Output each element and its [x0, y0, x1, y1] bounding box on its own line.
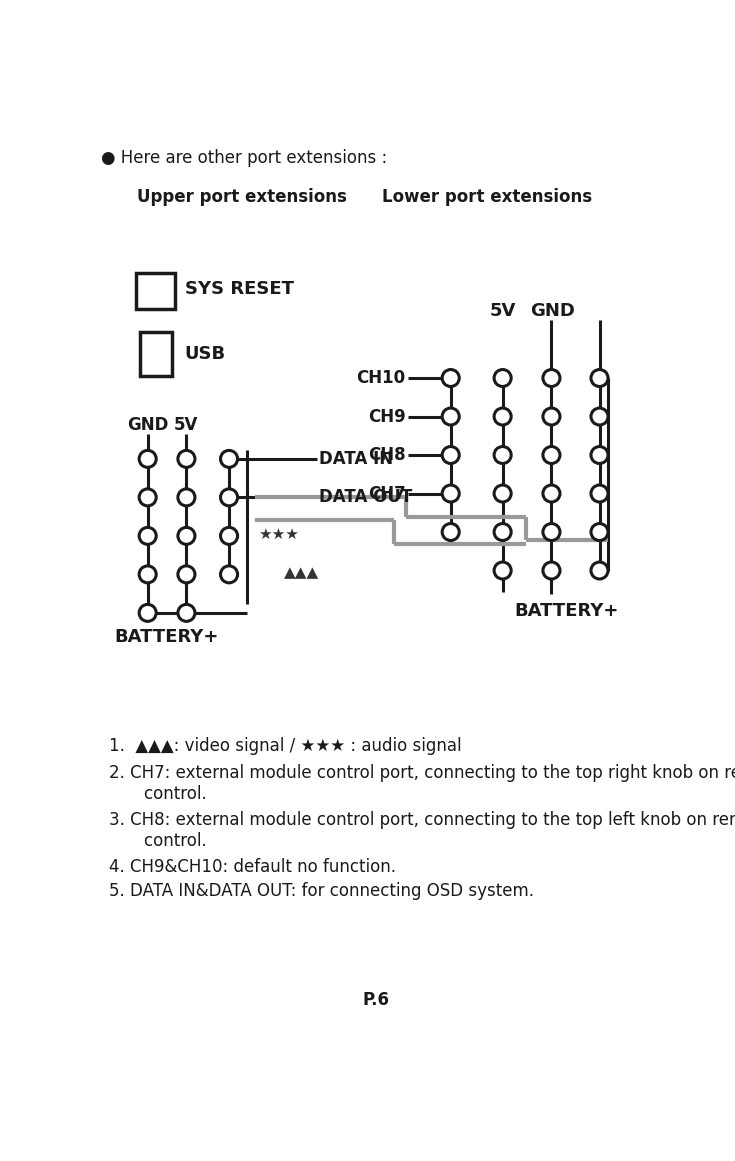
Circle shape [494, 408, 511, 425]
Circle shape [442, 369, 459, 387]
Text: GND: GND [531, 302, 576, 319]
Circle shape [220, 565, 237, 583]
Circle shape [494, 447, 511, 463]
Circle shape [543, 562, 560, 579]
Circle shape [543, 447, 560, 463]
Bar [136, 273, 175, 310]
Circle shape [178, 450, 195, 468]
Text: 1.  ▲▲▲: video signal / ★★★ : audio signal: 1. ▲▲▲: video signal / ★★★ : audio signa… [109, 737, 462, 755]
Circle shape [494, 485, 511, 502]
Circle shape [543, 369, 560, 387]
Text: 5V: 5V [490, 302, 516, 319]
Circle shape [220, 527, 237, 545]
Text: CH10: CH10 [356, 369, 406, 387]
Text: BATTERY+: BATTERY+ [115, 627, 219, 646]
Circle shape [442, 447, 459, 463]
Circle shape [139, 450, 157, 468]
Text: ★★★: ★★★ [259, 527, 299, 542]
Circle shape [543, 408, 560, 425]
Text: BATTERY+: BATTERY+ [514, 603, 619, 620]
Text: 5. DATA IN&DATA OUT: for connecting OSD system.: 5. DATA IN&DATA OUT: for connecting OSD … [109, 881, 534, 900]
Circle shape [139, 565, 157, 583]
Text: SYS RESET: SYS RESET [185, 280, 294, 297]
Text: CH9: CH9 [368, 408, 406, 426]
Circle shape [494, 524, 511, 541]
Text: ● Here are other port extensions :: ● Here are other port extensions : [101, 150, 387, 167]
Circle shape [494, 369, 511, 387]
Circle shape [139, 489, 157, 506]
Text: Upper port extensions: Upper port extensions [137, 188, 347, 205]
Circle shape [494, 562, 511, 579]
Circle shape [178, 527, 195, 545]
Circle shape [591, 408, 608, 425]
Text: DATA IN: DATA IN [319, 449, 393, 468]
Circle shape [591, 562, 608, 579]
Text: P.6: P.6 [363, 990, 390, 1009]
Circle shape [591, 369, 608, 387]
Circle shape [543, 485, 560, 502]
Circle shape [442, 485, 459, 502]
Text: control.: control. [123, 785, 207, 803]
Text: 5V: 5V [174, 417, 198, 434]
Circle shape [220, 489, 237, 506]
Text: control.: control. [123, 832, 207, 850]
Circle shape [139, 605, 157, 621]
Text: ▲▲▲: ▲▲▲ [284, 565, 319, 580]
Circle shape [220, 450, 237, 468]
Circle shape [178, 605, 195, 621]
Circle shape [178, 489, 195, 506]
Text: 3. CH8: external module control port, connecting to the top left knob on remote: 3. CH8: external module control port, co… [109, 810, 735, 829]
Circle shape [543, 524, 560, 541]
Circle shape [442, 408, 459, 425]
Circle shape [591, 485, 608, 502]
Text: Lower port extensions: Lower port extensions [382, 188, 592, 205]
Text: DATA OUT: DATA OUT [319, 489, 412, 506]
Circle shape [591, 447, 608, 463]
Text: USB: USB [185, 345, 226, 363]
Text: 4. CH9&CH10: default no function.: 4. CH9&CH10: default no function. [109, 858, 396, 875]
Text: GND: GND [127, 417, 168, 434]
Text: CH7: CH7 [368, 484, 406, 503]
Circle shape [591, 524, 608, 541]
Circle shape [442, 524, 459, 541]
Text: CH8: CH8 [368, 446, 406, 464]
Circle shape [139, 527, 157, 545]
Bar [140, 332, 173, 376]
Text: 2. CH7: external module control port, connecting to the top right knob on remote: 2. CH7: external module control port, co… [109, 764, 735, 781]
Circle shape [178, 565, 195, 583]
